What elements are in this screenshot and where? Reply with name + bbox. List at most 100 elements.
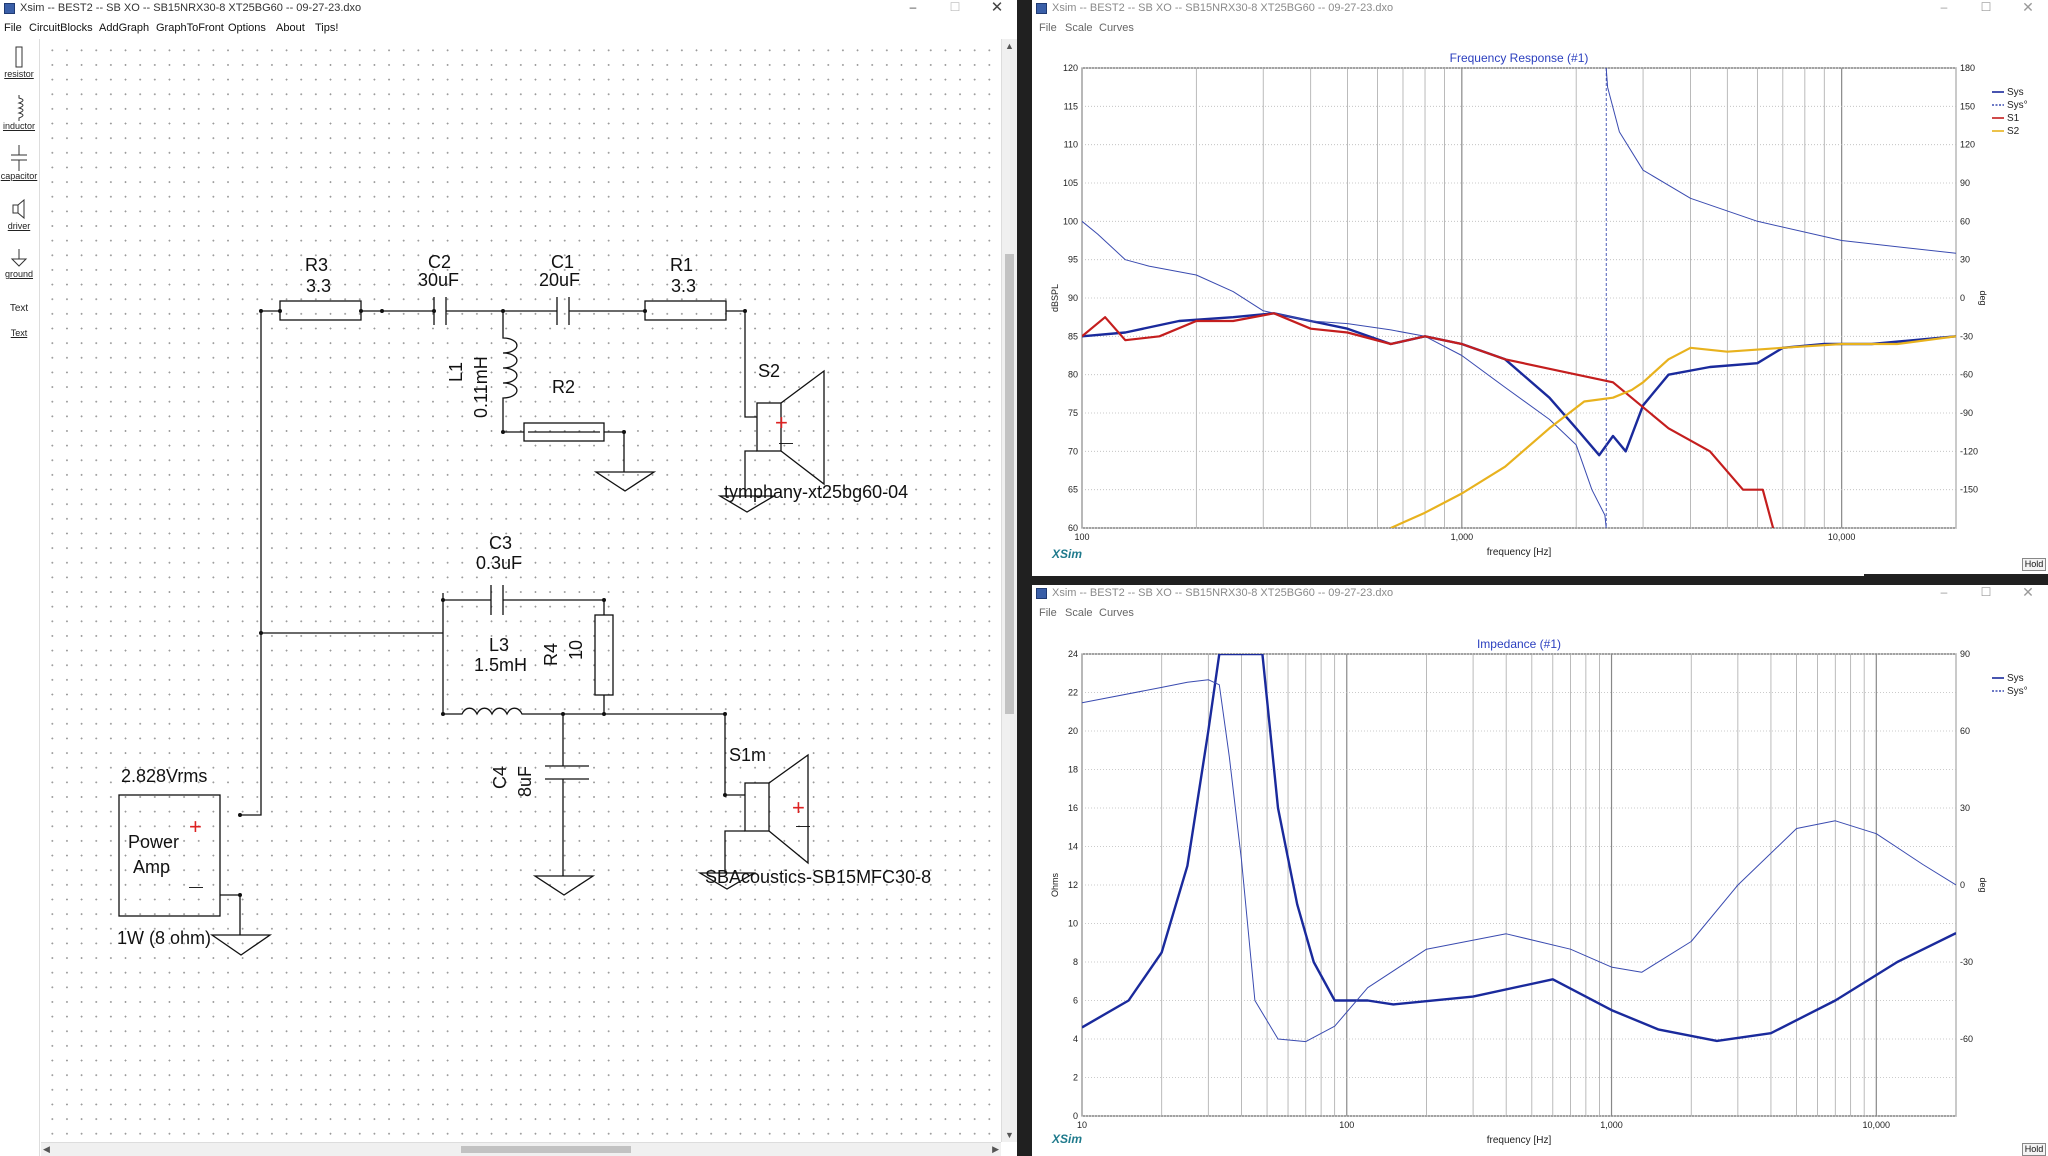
frequency-response-chart[interactable]: 120 115 110 105 100 95 90 85 80 75 70 65 60 180 150 120…	[1032, 40, 2048, 576]
right-tick-label: 60	[1960, 216, 1970, 226]
series-sys-phase-line	[1605, 68, 1956, 254]
capacitor-C3[interactable]	[443, 585, 605, 615]
tool-text[interactable]: Text	[0, 303, 38, 314]
x-axis-label: frequency [Hz]	[1487, 1135, 1552, 1146]
ground-1[interactable]	[593, 471, 657, 492]
menu-graphtofront[interactable]: GraphToFront	[156, 22, 224, 34]
x-tick-label: 1,000	[1600, 1120, 1623, 1130]
menu-curves[interactable]: Curves	[1099, 607, 1134, 619]
schematic-drawing[interactable]: R3 3.3 C2 30uF C1 20uF R1 3.3 L1 0.11mH …	[41, 39, 1017, 1142]
right-tick-label: 30	[1960, 803, 1970, 813]
resistor-R1[interactable]	[644, 300, 727, 321]
left-tick-label: 10	[1068, 919, 1078, 929]
menu-addgraph[interactable]: AddGraph	[99, 22, 150, 34]
label-R4-name: R4	[541, 643, 561, 666]
menu-about[interactable]: About	[276, 22, 305, 34]
label-amp-amp: Amp	[133, 857, 170, 877]
right-tick-label: -90	[1960, 408, 1973, 418]
scroll-left-icon[interactable]: ◀	[43, 1144, 50, 1154]
schematic-vertical-scrollbar[interactable]: ▲ ▼	[1001, 39, 1017, 1142]
graph2-menubar: File Scale Curves	[1032, 603, 2048, 624]
minimize-icon[interactable]: –	[909, 0, 917, 14]
left-tick-label: 20	[1068, 726, 1078, 736]
menu-options[interactable]: Options	[228, 22, 266, 34]
resistor-R2[interactable]	[523, 422, 605, 442]
horizontal-scroll-thumb[interactable]	[461, 1146, 631, 1153]
right-tick-label: 0	[1960, 293, 1965, 303]
graph2-titlebar[interactable]: Xsim -- BEST2 -- SB XO -- SB15NRX30-8 XT…	[1032, 585, 2048, 602]
label-R3-value: 3.3	[306, 276, 331, 296]
menu-circuitblocks[interactable]: CircuitBlocks	[29, 22, 93, 34]
hold-button[interactable]: Hold	[2022, 558, 2046, 571]
menu-file[interactable]: File	[1039, 22, 1057, 34]
driver-S1m[interactable]	[744, 753, 809, 865]
menu-scale[interactable]: Scale	[1065, 607, 1093, 619]
vertical-scroll-thumb[interactable]	[1005, 254, 1014, 714]
capacitor-C1[interactable]	[556, 297, 570, 325]
maximize-icon[interactable]: ☐	[1980, 0, 1992, 14]
schematic-menubar: File CircuitBlocks AddGraph GraphToFront…	[0, 18, 1017, 39]
impedance-window: Xsim -- BEST2 -- SB XO -- SB15NRX30-8 XT…	[1032, 585, 2048, 1156]
hold-button[interactable]: Hold	[2022, 1143, 2046, 1156]
inductor-L1[interactable]	[502, 311, 518, 432]
label-S1m-model: SBAcoustics-SB15MFC30-8	[705, 867, 931, 887]
scroll-right-icon[interactable]: ▶	[992, 1144, 999, 1154]
schematic-canvas[interactable]: R3 3.3 C2 30uF C1 20uF R1 3.3 L1 0.11mH …	[41, 39, 1017, 1142]
power-amp[interactable]	[118, 794, 221, 917]
series-s1-line	[1082, 312, 1775, 528]
tool-resistor[interactable]: resistor	[0, 45, 38, 79]
tool-ground[interactable]: ground	[0, 247, 38, 279]
label-C1-name: C1	[551, 252, 574, 272]
maximize-icon[interactable]: ☐	[1980, 585, 1992, 599]
menu-scale[interactable]: Scale	[1065, 22, 1093, 34]
right-tick-label: -60	[1960, 370, 1973, 380]
graph1-window-title: Xsim -- BEST2 -- SB XO -- SB15NRX30-8 XT…	[1052, 2, 1394, 14]
graph1-menubar: File Scale Curves	[1032, 18, 2048, 39]
xsim-logo: XSim	[1052, 1132, 1083, 1146]
x-tick-label: 10	[1077, 1120, 1087, 1130]
driver-S2[interactable]	[756, 369, 825, 486]
scroll-down-icon[interactable]: ▼	[1005, 1130, 1014, 1140]
capacitor-C4[interactable]	[545, 714, 589, 876]
label-C4-name: C4	[490, 766, 510, 789]
menu-file[interactable]: File	[1039, 607, 1057, 619]
right-tick-label: 90	[1960, 649, 1970, 659]
maximize-icon[interactable]: ☐	[949, 0, 961, 14]
close-icon[interactable]: ✕	[990, 0, 1004, 16]
graph2-window-title: Xsim -- BEST2 -- SB XO -- SB15NRX30-8 XT…	[1052, 587, 1394, 599]
left-tick-label: 70	[1068, 446, 1078, 456]
label-L3-name: L3	[489, 635, 509, 655]
graph1-titlebar[interactable]: Xsim -- BEST2 -- SB XO -- SB15NRX30-8 XT…	[1032, 0, 2048, 17]
x-tick-label: 100	[1074, 532, 1089, 542]
schematic-horizontal-scrollbar[interactable]: ◀ ▶	[41, 1142, 1001, 1156]
inductor-L3[interactable]	[443, 707, 725, 716]
menu-curves[interactable]: Curves	[1099, 22, 1134, 34]
left-tick-label: 75	[1068, 408, 1078, 418]
close-icon[interactable]: ✕	[2022, 584, 2034, 600]
close-icon[interactable]: ✕	[2022, 0, 2034, 15]
scroll-up-icon[interactable]: ▲	[1005, 41, 1014, 51]
minimize-icon[interactable]: –	[1940, 585, 1948, 599]
left-tick-label: 120	[1063, 63, 1078, 73]
menu-file[interactable]: File	[4, 22, 22, 34]
tool-inductor[interactable]: inductor	[0, 95, 38, 131]
label-C3-value: 0.3uF	[476, 553, 522, 573]
left-tick-label: 16	[1068, 803, 1078, 813]
label-C3-name: C3	[489, 533, 512, 553]
amp-minus-sign: —	[189, 878, 203, 894]
tool-capacitor[interactable]: capacitor	[0, 145, 38, 181]
resistor-R3[interactable]	[279, 300, 362, 321]
label-L3-value: 1.5mH	[474, 655, 527, 675]
tool-text-link[interactable]: Text	[0, 328, 38, 338]
tool-driver[interactable]: driver	[0, 197, 38, 231]
resistor-R4[interactable]	[594, 614, 614, 696]
schematic-titlebar[interactable]: Xsim -- BEST2 -- SB XO -- SB15NRX30-8 XT…	[0, 0, 1017, 17]
s1m-plus-sign: +	[792, 795, 805, 820]
menu-tips[interactable]: Tips!	[315, 22, 339, 34]
legend-label: Sys°	[2007, 686, 2028, 697]
label-R1-name: R1	[670, 255, 693, 275]
label-L1-value: 0.11mH	[471, 356, 491, 418]
y2-axis-label: deg	[1978, 877, 1988, 892]
minimize-icon[interactable]: –	[1940, 0, 1948, 14]
